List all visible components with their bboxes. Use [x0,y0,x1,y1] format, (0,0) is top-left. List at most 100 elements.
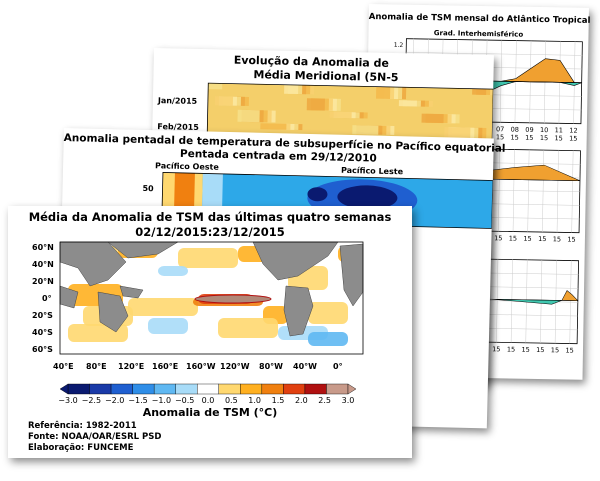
atlantic-xtick: 08 [511,125,519,133]
atlantic-xtick: 12 [569,127,577,135]
colorbar-segment [218,383,241,395]
hov-blob [352,125,379,135]
atlantic-xtick: 09 [525,126,533,134]
colorbar-tick: 2.5 [318,396,331,405]
hov-blob [329,111,352,119]
colorbar-arrow-right [347,383,357,395]
atlantic-xtick: 11 [555,126,563,134]
lon-label: 160°E [152,362,179,371]
colorbar-segment [326,383,349,395]
land [283,285,314,337]
hov-blob [472,88,487,95]
hov-blob [260,123,287,130]
atlantic-xtick: 15 [494,234,502,242]
sst-patch [308,332,348,346]
gridline [406,52,583,56]
atlantic-xtick-year: 15 [525,134,533,142]
colorbar-tick: 2.0 [295,396,308,405]
atlantic-xtick: 15 [567,235,575,243]
hovmoller-card: Evolução da Anomalia de Média Meridional… [147,48,494,386]
lat-label: 0° [42,294,52,303]
hov-blob [284,84,299,95]
atlantic-ytick: 1.2 [394,42,404,49]
atlantic-xtick: 15 [551,346,559,354]
atlantic-xtick: 15 [521,346,529,354]
colorbar-segment [110,383,133,395]
colorbar-segment [283,383,306,395]
lat-label: 20°N [32,277,54,286]
land [59,241,127,287]
hov-blob [237,109,260,123]
lat-label: 60°N [32,243,54,252]
colorbar-segment [197,383,219,395]
atlantic-xtick-year: 15 [540,134,548,142]
colorbar-tick: 1.5 [272,396,285,405]
atlantic-xtick: 15 [507,345,515,353]
colorbar-tick: −0.5 [175,396,194,405]
land [119,285,144,299]
atlantic-xtick-year: 15 [496,133,504,141]
colorbar-tick: 3.0 [342,396,355,405]
lon-label: 80°W [259,362,283,371]
sst-patch [128,298,198,316]
hov-blob [306,98,325,111]
colorbar-tick: 0.5 [225,396,238,405]
sst-patch [148,318,188,334]
lon-label: 120°W [220,362,250,371]
sst-map: −3.0 −2.5 −2.0 −1.5 −1.0 −0.5 0.0 0.5 1.0 1.5 2.0 2… [58,241,364,405]
hov-blob [214,96,233,106]
atlantic-xtick-year: 15 [554,134,562,142]
colorbar-segment [153,383,176,395]
sst-patch [218,318,278,338]
colorbar-segment [175,383,198,395]
land [97,291,129,333]
hovmoller-plot [206,82,494,148]
colorbar-tick: 1.0 [248,396,261,405]
atlantic-xtick: 15 [536,346,544,354]
sst-patch [178,248,238,268]
lon-label: 0° [333,362,343,371]
colorbar-segment [132,383,155,395]
lon-label: 40°W [293,362,317,371]
atlantic-xtick-year: 15 [510,133,518,141]
lon-label: 120°E [118,362,145,371]
colorbar-segment [240,383,263,395]
lat-label: 60°S [32,345,53,354]
hov-blob [421,113,444,124]
lat-label: 40°S [32,328,53,337]
sub-cold-core [337,185,398,210]
lon-label: 40°E [53,362,74,371]
colorbar-tick: −1.5 [128,396,147,405]
main-sst-card: Média da Anomalia de TSM das últimas qua… [8,206,412,458]
colorbar-segment [89,383,112,395]
hov-blob [208,83,223,90]
land [339,243,364,307]
lat-label: 40°N [32,260,54,269]
credits-line: Elaboração: FUNCEME [28,443,134,453]
atlantic-xtick: 10 [540,126,548,134]
colorbar-tick: −1.0 [152,396,171,405]
colorbar-label: Anomalia de TSM (°C) [142,406,278,419]
colorbar-segment [261,383,284,395]
atlantic-xtick: 15 [553,235,561,243]
hov-blob [375,86,391,99]
sub-cold-core2 [307,187,328,202]
atlantic-xtick: 15 [509,234,517,242]
main-title-1: Média da Anomalia de TSM das últimas qua… [28,210,392,224]
hov-blob [398,100,417,107]
colorbar-segment [304,383,327,395]
reference-line: Referência: 1982-2011 [28,421,137,431]
sst-patch [158,266,188,276]
map-frame [59,241,364,355]
atlantic-xtick: 15 [538,235,546,243]
colorbar-tick: −3.0 [58,396,77,405]
colorbar-arrow-left [59,383,69,395]
colorbar-tick: 0.0 [202,396,215,405]
source-line: Fonte: NOAA/OAR/ESRL PSD [28,432,162,442]
sst-patch [308,302,348,324]
atlantic-xtick: 15 [523,235,531,243]
atlantic-xtick-year: 15 [569,135,577,143]
main-title-2: 02/12/2015:23/12/2015 [135,225,285,239]
nino-tongue [194,294,272,304]
lon-label: 160°W [186,362,216,371]
